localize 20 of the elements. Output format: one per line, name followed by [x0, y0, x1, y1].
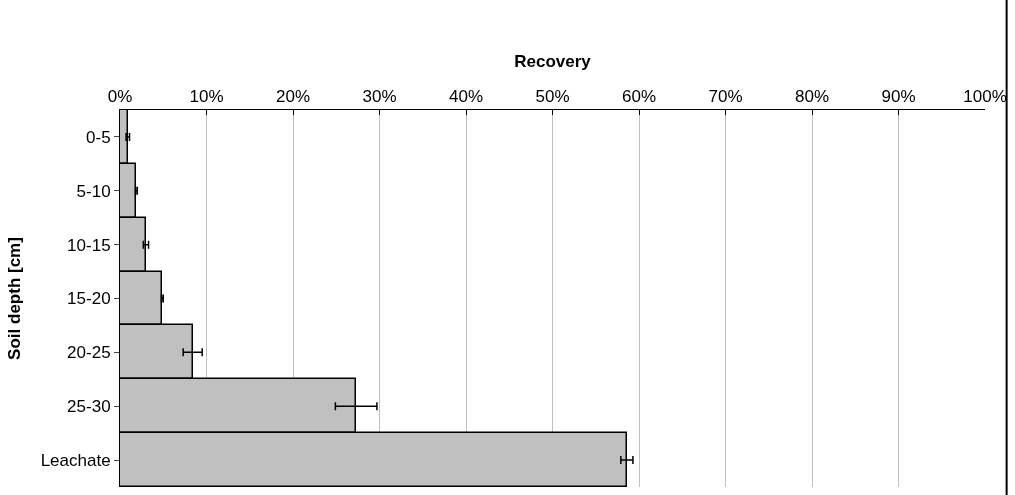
- x-tick-label: 10%: [189, 87, 224, 107]
- y-tick-label: Leachate: [40, 451, 111, 471]
- x-axis-title: Recovery: [514, 51, 592, 71]
- x-tick-label: 70%: [708, 87, 743, 107]
- x-tick-label: 80%: [794, 87, 830, 107]
- x-tick-label: 40%: [448, 87, 484, 107]
- x-tick-label: 30%: [362, 87, 397, 107]
- x-tick-label: 0%: [107, 87, 133, 107]
- x-tick-label: 100%: [963, 87, 1007, 107]
- y-tick-label: 20-25: [67, 343, 111, 363]
- y-tick-label: 15-20: [67, 289, 111, 309]
- x-tick-label: 20%: [275, 87, 311, 107]
- y-tick-label: 10-15: [67, 235, 111, 255]
- y-tick-label: 0-5: [86, 127, 111, 147]
- y-axis-title: Soil depth [cm]: [5, 237, 25, 360]
- x-tick-label: 90%: [881, 87, 916, 107]
- y-tick-label: 25-30: [67, 397, 111, 417]
- y-tick-label: 5-10: [76, 181, 111, 201]
- x-tick-label: 60%: [621, 87, 657, 107]
- x-tick-label: 50%: [535, 87, 570, 107]
